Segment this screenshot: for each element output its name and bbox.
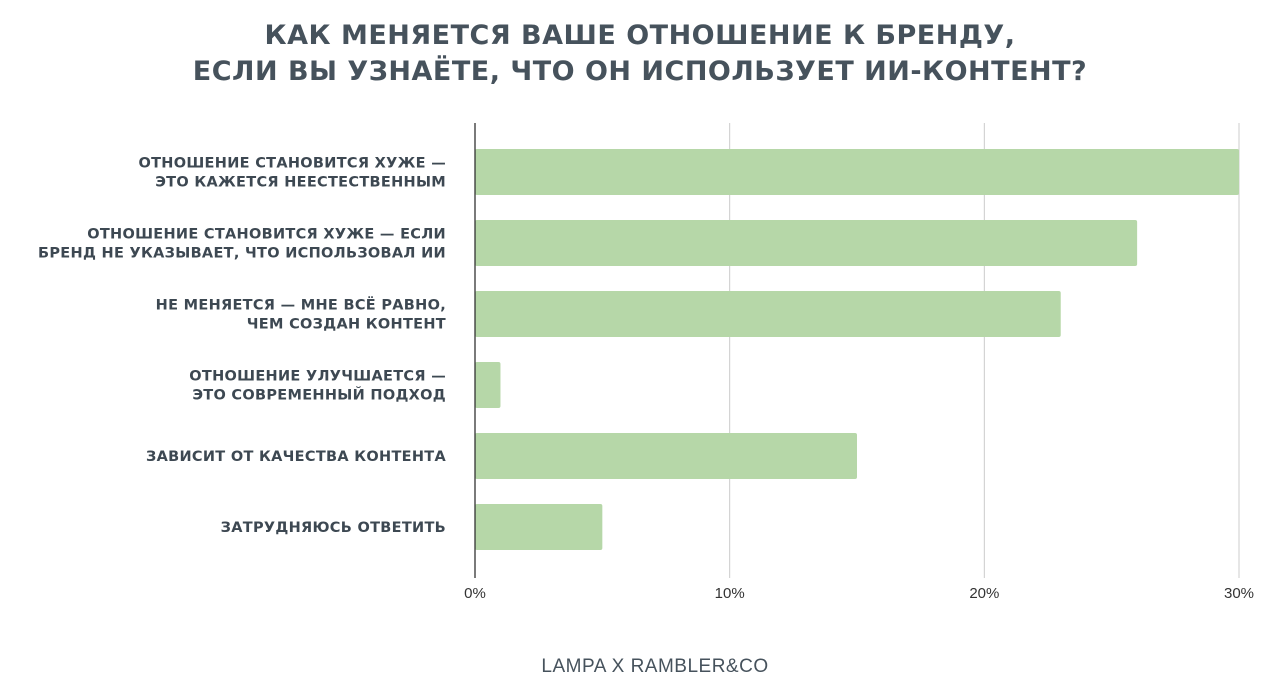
bar [475, 149, 1239, 195]
x-tick-label: 10% [715, 585, 745, 602]
category-label: ЭТО СОВРЕМЕННЫЙ ПОДХОД [192, 387, 446, 404]
x-tick-label: 20% [969, 585, 999, 602]
category-label: НЕ МЕНЯЕТСЯ — МНЕ ВСЁ РАВНО, [156, 297, 446, 314]
chart-title-line: ЕСЛИ ВЫ УЗНАЁТЕ, ЧТО ОН ИСПОЛЬЗУЕТ ИИ-КО… [192, 56, 1088, 87]
bar [475, 362, 501, 408]
bar [475, 220, 1138, 266]
category-label: ОТНОШЕНИЕ УЛУЧШАЕТСЯ — [189, 369, 446, 385]
bar [475, 504, 603, 550]
category-label: ОТНОШЕНИЕ СТАНОВИТСЯ ХУЖЕ — [138, 156, 446, 172]
bar [475, 291, 1061, 337]
bar [475, 433, 857, 479]
category-label: ЗАТРУДНЯЮСЬ ОТВЕТИТЬ [221, 520, 446, 536]
category-label: БРЕНД НЕ УКАЗЫВАЕТ, ЧТО ИСПОЛЬЗОВАЛ ИИ [38, 246, 446, 262]
x-tick-label: 30% [1224, 585, 1254, 602]
category-label: ЧЕМ СОЗДАН КОНТЕНТ [247, 317, 446, 333]
source-credit: LAMPA X RAMBLER&CO [541, 656, 769, 677]
category-label: ОТНОШЕНИЕ СТАНОВИТСЯ ХУЖЕ — ЕСЛИ [87, 227, 446, 243]
chart-title: КАК МЕНЯЕТСЯ ВАШЕ ОТНОШЕНИЕ К БРЕНДУ, ЕС… [0, 18, 1280, 90]
category-label: ЭТО КАЖЕТСЯ НЕЕСТЕСТВЕННЫМ [155, 175, 446, 191]
x-tick-label: 0% [464, 585, 486, 602]
chart-title-line: КАК МЕНЯЕТСЯ ВАШЕ ОТНОШЕНИЕ К БРЕНДУ, [264, 20, 1016, 51]
category-label: ЗАВИСИТ ОТ КАЧЕСТВА КОНТЕНТА [146, 449, 446, 465]
